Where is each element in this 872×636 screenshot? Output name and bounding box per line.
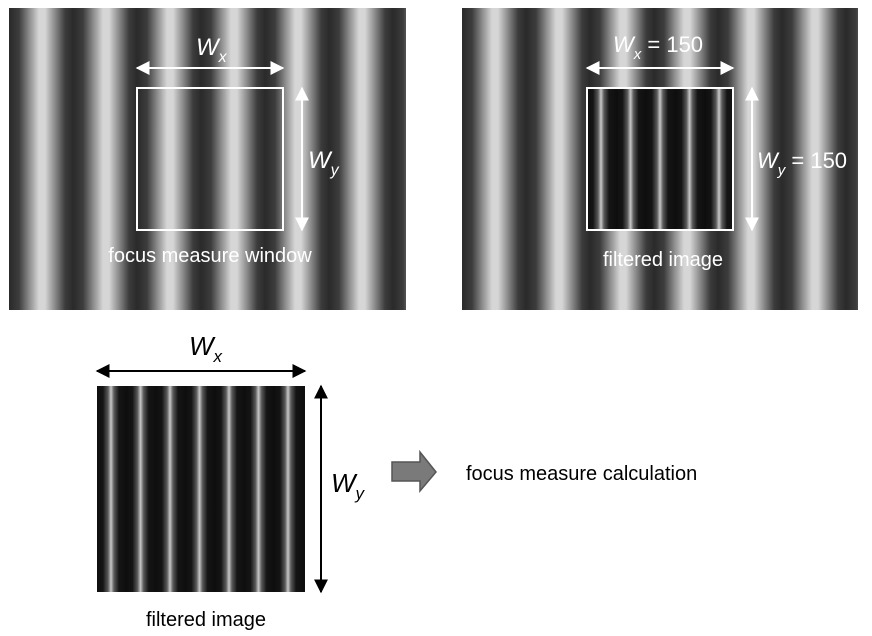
bottom-filtered-image — [97, 386, 305, 592]
top-right-width-label: Wx = 150 — [613, 32, 703, 63]
top-right-filtered-window — [587, 88, 733, 230]
focus-window-outline — [136, 87, 284, 231]
bottom-width-label: Wx — [189, 331, 223, 366]
top-left-stripe-image — [9, 8, 406, 310]
bottom-caption: filtered image — [146, 609, 266, 631]
bottom-height-label: Wy — [331, 468, 366, 503]
top-right-height-label: Wy = 150 — [757, 148, 847, 179]
top-left-width-label: Wx — [196, 34, 228, 66]
process-arrow-icon — [391, 449, 437, 494]
top-right-caption: filtered image — [603, 249, 723, 271]
filtered-window-outline — [586, 87, 734, 231]
focus-measure-calculation-label: focus measure calculation — [466, 463, 697, 485]
top-left-caption: focus measure window — [108, 245, 312, 267]
top-left-height-label: Wy — [308, 147, 340, 179]
